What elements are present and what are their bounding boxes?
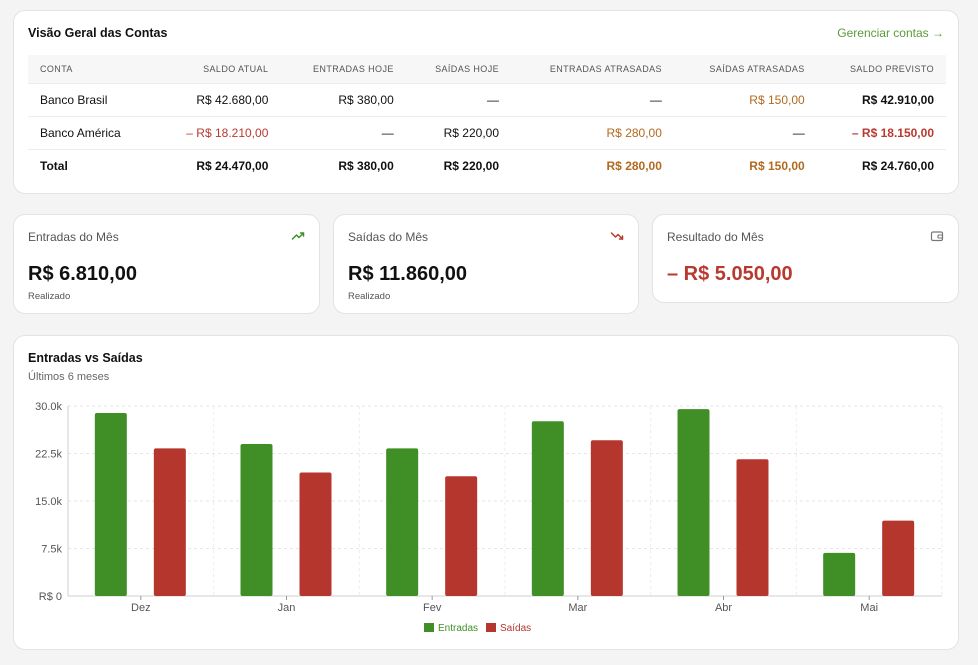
account-name: Banco América — [28, 115, 154, 149]
entradas-atrasadas: — — [511, 82, 674, 116]
expense-month-card: Saídas do Mês R$ 11.860,00 Realizado — [333, 214, 639, 314]
wallet-icon — [930, 231, 944, 242]
bar-entradas-mar — [531, 421, 564, 596]
income-month-card: Entradas do Mês R$ 6.810,00 Realizado — [13, 214, 320, 314]
saldo-previsto: R$ 42.910,00 — [816, 82, 946, 116]
bar-chart: 30.0k 22.5k 15.0k 7.5k R$ 0 Dez Jan Fev Mar Abr Ma… — [35, 401, 943, 634]
bar-entradas-dez — [94, 412, 127, 596]
accounts-overview-card: Visão Geral das Contas Gerenciar contas … — [13, 10, 959, 194]
table-header-row: CONTA SALDO ATUAL ENTRADAS HOJE SAÍDAS H… — [28, 55, 946, 83]
chart-subtitle: Últimos 6 meses — [28, 371, 110, 383]
bar-entradas-fev — [386, 448, 419, 596]
total-label: Total — [28, 148, 154, 182]
table-row[interactable]: Banco América – R$ 18.210,00 — R$ 220,00… — [28, 115, 946, 149]
bar-saídas-mai — [882, 520, 915, 596]
col-header-saldo-atual[interactable]: SALDO ATUAL — [153, 55, 281, 83]
bar-saídas-fev — [445, 476, 478, 596]
kpi-label: Resultado do Mês — [667, 230, 764, 244]
accounts-table: CONTA SALDO ATUAL ENTRADAS HOJE SAÍDAS H… — [28, 55, 946, 182]
account-name: Banco Brasil — [28, 82, 154, 116]
x-tick-label: Abr — [715, 602, 732, 614]
col-header-saldo-previsto[interactable]: SALDO PREVISTO — [816, 55, 946, 83]
col-header-saidas-hoje[interactable]: SAÍDAS HOJE — [405, 55, 512, 83]
bar-entradas-mai — [823, 552, 856, 596]
total-entradas-hoje: R$ 380,00 — [280, 148, 406, 182]
kpi-sub: Realizado — [348, 291, 391, 302]
kpi-sub: Realizado — [28, 291, 71, 302]
saidas-atrasadas: R$ 150,00 — [673, 82, 817, 116]
y-tick-label: 22.5k — [35, 449, 62, 461]
entradas-hoje: R$ 380,00 — [280, 82, 406, 116]
bar-saídas-mar — [590, 440, 623, 596]
legend-swatch — [486, 623, 496, 632]
bar-saídas-abr — [736, 459, 769, 596]
total-saldo-previsto: R$ 24.760,00 — [816, 148, 946, 182]
x-tick-label: Fev — [423, 602, 442, 614]
saldo-atual: R$ 42.680,00 — [153, 82, 281, 116]
table-row[interactable]: Banco Brasil R$ 42.680,00 R$ 380,00 — — … — [28, 82, 946, 116]
entradas-hoje: — — [280, 115, 406, 149]
col-header-entradas-hoje[interactable]: ENTRADAS HOJE — [280, 55, 406, 83]
bar-saídas-jan — [299, 472, 332, 596]
total-entradas-atrasadas: R$ 280,00 — [511, 148, 674, 182]
income-vs-expense-chart-card: Entradas vs Saídas Últimos 6 meses 30.0k… — [13, 335, 959, 650]
result-month-card: Resultado do Mês – R$ 5.050,00 — [652, 214, 959, 303]
saidas-hoje: — — [405, 82, 512, 116]
kpi-value: R$ 11.860,00 — [348, 263, 467, 285]
saidas-hoje: R$ 220,00 — [405, 115, 512, 149]
legend-label: Entradas — [438, 623, 478, 634]
total-saidas-atrasadas: R$ 150,00 — [673, 148, 817, 182]
x-tick-label: Dez — [131, 602, 151, 614]
saldo-previsto: – R$ 18.150,00 — [816, 115, 946, 149]
legend-swatch — [424, 623, 434, 632]
manage-accounts-link[interactable]: Gerenciar contas → — [837, 26, 944, 40]
bar-entradas-abr — [677, 409, 710, 596]
y-tick-label: 30.0k — [35, 401, 62, 413]
x-tick-label: Jan — [278, 602, 296, 614]
entradas-atrasadas: R$ 280,00 — [511, 115, 674, 149]
trending-down-icon — [610, 232, 624, 240]
kpi-value: R$ 6.810,00 — [28, 263, 137, 285]
y-tick-label: 7.5k — [41, 544, 62, 556]
legend-label: Saídas — [500, 623, 531, 634]
bar-saídas-dez — [153, 448, 186, 596]
x-tick-label: Mar — [568, 602, 587, 614]
bar-entradas-jan — [240, 444, 273, 596]
trending-up-icon — [291, 232, 305, 240]
y-tick-label: 15.0k — [35, 496, 62, 508]
chart-title: Entradas vs Saídas — [28, 351, 143, 365]
x-tick-label: Mai — [860, 602, 878, 614]
total-saldo-atual: R$ 24.470,00 — [153, 148, 281, 182]
accounts-title: Visão Geral das Contas — [28, 26, 168, 40]
y-tick-label: R$ 0 — [39, 591, 62, 603]
kpi-label: Entradas do Mês — [28, 230, 119, 244]
kpi-value: – R$ 5.050,00 — [667, 263, 793, 285]
col-header-conta[interactable]: CONTA — [28, 55, 154, 83]
kpi-label: Saídas do Mês — [348, 230, 429, 244]
total-saidas-hoje: R$ 220,00 — [405, 148, 512, 182]
col-header-saidas-atrasadas[interactable]: SAÍDAS ATRASADAS — [673, 55, 817, 83]
col-header-entradas-atrasadas[interactable]: ENTRADAS ATRASADAS — [511, 55, 674, 83]
saldo-atual: – R$ 18.210,00 — [153, 115, 281, 149]
total-row: Total R$ 24.470,00 R$ 380,00 R$ 220,00 R… — [28, 148, 946, 182]
saidas-atrasadas: — — [673, 115, 817, 149]
